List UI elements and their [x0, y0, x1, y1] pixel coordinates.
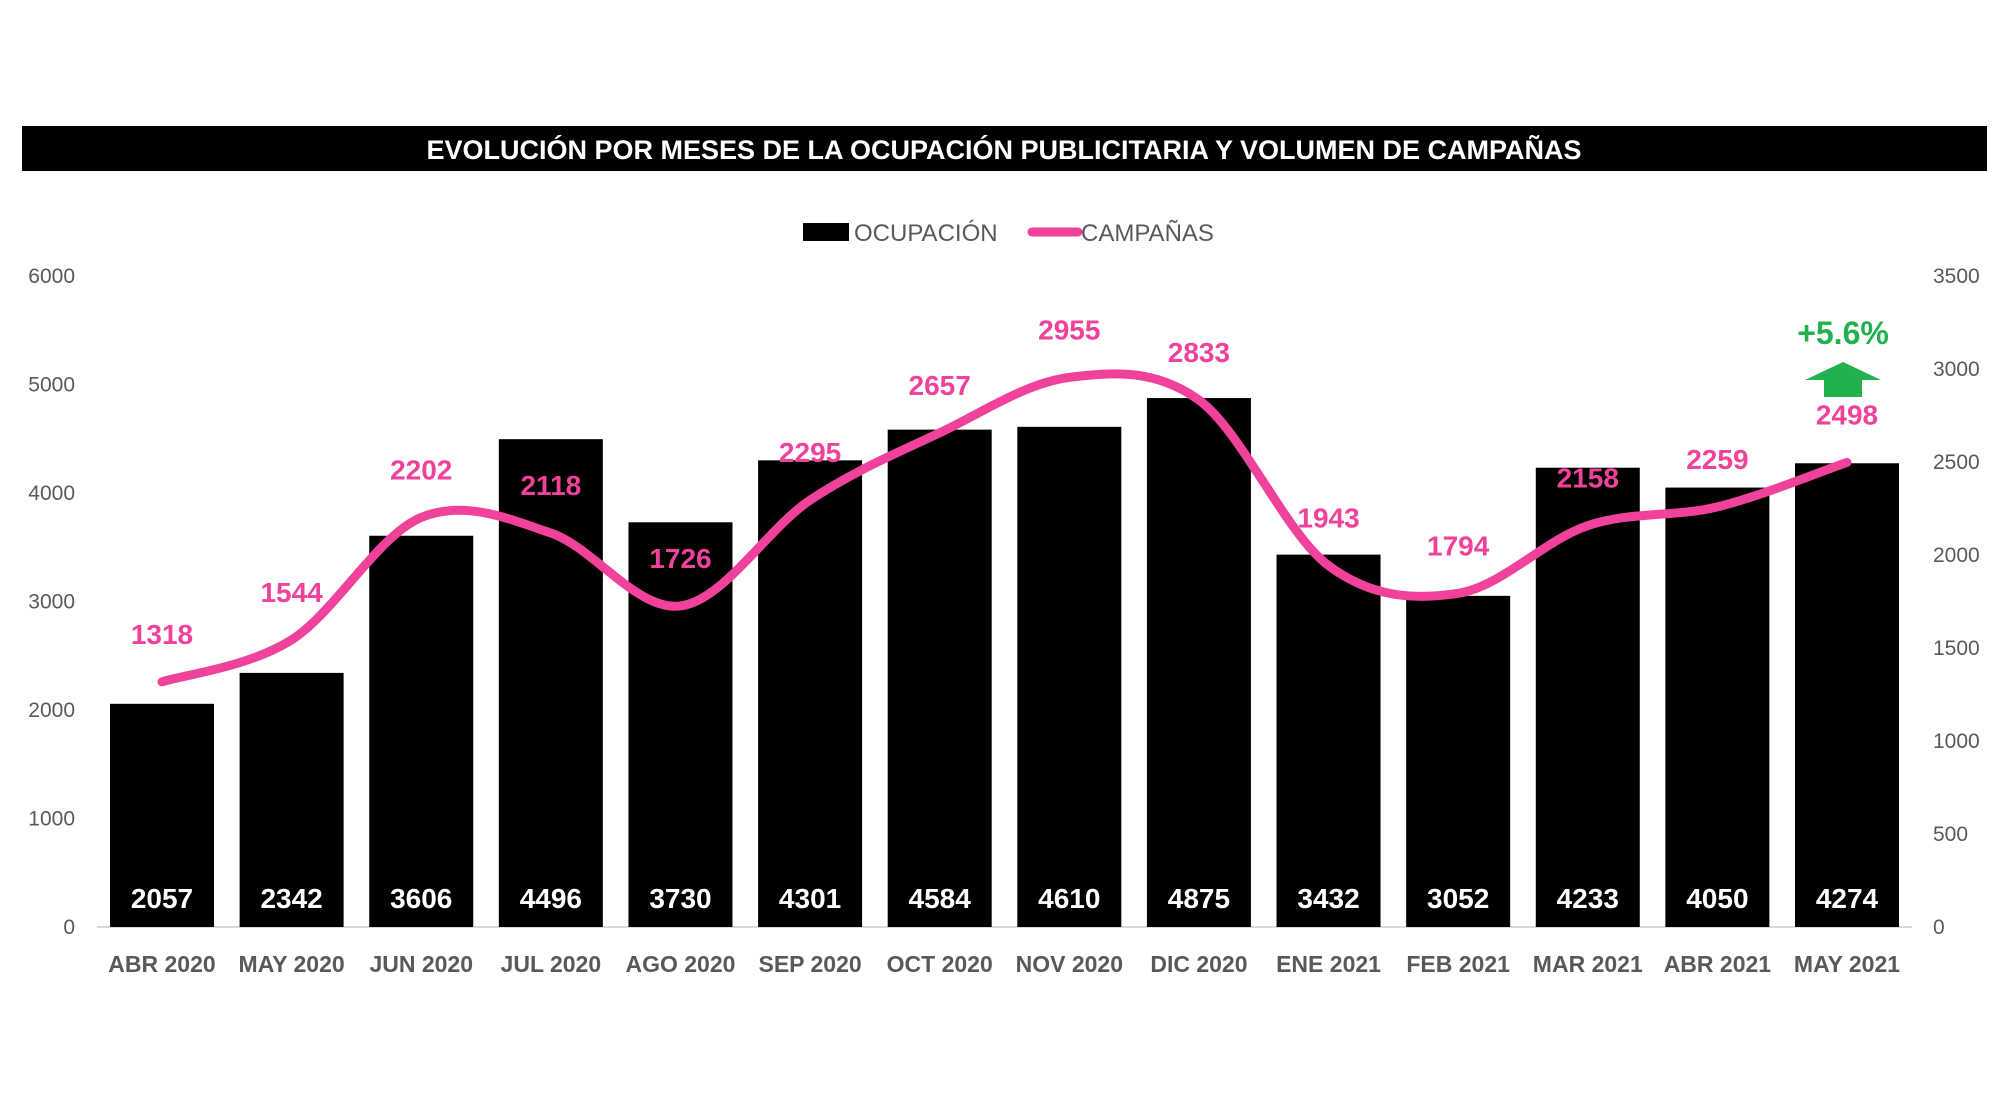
x-axis-category-label: ABR 2020	[108, 951, 215, 977]
left-axis-tick: 0	[63, 916, 75, 939]
right-axis-tick: 0	[1933, 916, 1945, 939]
bar-value-label: 4875	[1168, 883, 1230, 914]
x-axis-category-label: FEB 2021	[1406, 951, 1510, 977]
right-axis-tick: 3500	[1933, 265, 1980, 288]
legend: OCUPACIÓN CAMPAÑAS	[803, 220, 1214, 247]
left-axis-tick: 6000	[28, 265, 75, 288]
title-bar	[22, 126, 1987, 171]
x-axis-category-label: AGO 2020	[625, 951, 735, 977]
growth-annotation: +5.6%	[1797, 315, 1889, 397]
campanas-value-label: 2955	[1038, 314, 1100, 345]
left-axis-tick: 4000	[28, 482, 75, 505]
legend-swatch-ocupacion	[803, 223, 849, 241]
x-axis-category-label: ENE 2021	[1276, 951, 1381, 977]
bar-jun-2020	[369, 535, 474, 927]
bar-jul-2020	[498, 439, 603, 927]
x-axis-category-label: DIC 2020	[1150, 951, 1247, 977]
bar-value-label: 3606	[390, 883, 452, 914]
bar-value-label: 4050	[1686, 883, 1748, 914]
campanas-value-label: 2833	[1168, 337, 1230, 368]
campanas-value-label: 1794	[1427, 530, 1490, 561]
right-axis-tick: 1000	[1933, 730, 1980, 753]
bar-value-label: 4584	[909, 883, 972, 914]
campanas-value-label: 2295	[779, 437, 841, 468]
x-axis-category-label: MAY 2020	[239, 951, 345, 977]
bar-value-label: 4233	[1557, 883, 1619, 914]
right-axis-tick: 3000	[1933, 358, 1980, 381]
right-axis-tick: 2500	[1933, 451, 1980, 474]
right-axis-tick: 1500	[1933, 637, 1980, 660]
left-axis-tick: 3000	[28, 591, 75, 614]
bar-mar-2021	[1535, 467, 1640, 927]
bar-value-label: 4496	[520, 883, 582, 914]
bar-value-label: 2342	[260, 883, 322, 914]
bar-value-label: 4610	[1038, 883, 1100, 914]
bar-abr-2021	[1665, 487, 1770, 927]
bar-value-label: 2057	[131, 883, 193, 914]
x-axis-category-label: OCT 2020	[887, 951, 993, 977]
campanas-value-label: 1318	[131, 619, 193, 650]
bar-sep-2020	[758, 460, 863, 927]
campanas-value-label: 2498	[1816, 399, 1878, 430]
x-axis-category-label: SEP 2020	[758, 951, 861, 977]
bar-value-label: 3730	[649, 883, 711, 914]
bar-value-label: 3432	[1297, 883, 1359, 914]
bar-abr-2020	[110, 703, 214, 927]
campanas-value-label: 2202	[390, 454, 452, 485]
bar-may-2021	[1795, 463, 1899, 927]
bar-dic-2020	[1146, 398, 1251, 927]
bar-may-2020	[239, 672, 344, 927]
chart-title: EVOLUCIÓN POR MESES DE LA OCUPACIÓN PUBL…	[426, 134, 1581, 165]
right-axis-tick: 500	[1933, 823, 1968, 846]
right-axis-tick: 2000	[1933, 544, 1980, 567]
bar-value-label: 4301	[779, 883, 841, 914]
left-axis-tick: 1000	[28, 808, 75, 831]
x-axis-category-label: MAR 2021	[1533, 951, 1643, 977]
campanas-value-label: 1544	[260, 577, 323, 608]
bar-ene-2021	[1276, 554, 1381, 927]
campanas-value-label: 1943	[1297, 503, 1359, 534]
campanas-value-label: 2657	[909, 370, 971, 401]
x-axis-category-label: MAY 2021	[1794, 951, 1900, 977]
x-axis-category-label: JUN 2020	[369, 951, 473, 977]
campanas-value-label: 2118	[520, 470, 581, 501]
bar-value-label: 4274	[1816, 883, 1879, 914]
campanas-line	[157, 369, 1852, 687]
bar-value-label: 3052	[1427, 883, 1489, 914]
bar-nov-2020	[1017, 426, 1122, 927]
x-axis-category-label: NOV 2020	[1016, 951, 1123, 977]
growth-percent-label: +5.6%	[1797, 315, 1889, 351]
x-axis-category-label: JUL 2020	[501, 951, 602, 977]
legend-label-campanas: CAMPAÑAS	[1081, 220, 1214, 247]
campanas-value-label: 1726	[649, 543, 711, 574]
arrow-up-icon	[1805, 362, 1881, 397]
x-axis-category-label: ABR 2021	[1664, 951, 1772, 977]
campanas-value-label: 2158	[1557, 463, 1619, 494]
left-axis-tick: 5000	[28, 374, 75, 397]
bar-feb-2021	[1406, 595, 1511, 927]
bar-oct-2020	[887, 429, 992, 927]
campanas-value-label: 2259	[1686, 444, 1748, 475]
left-axis-tick: 2000	[28, 699, 75, 722]
legend-label-ocupacion: OCUPACIÓN	[854, 220, 998, 247]
